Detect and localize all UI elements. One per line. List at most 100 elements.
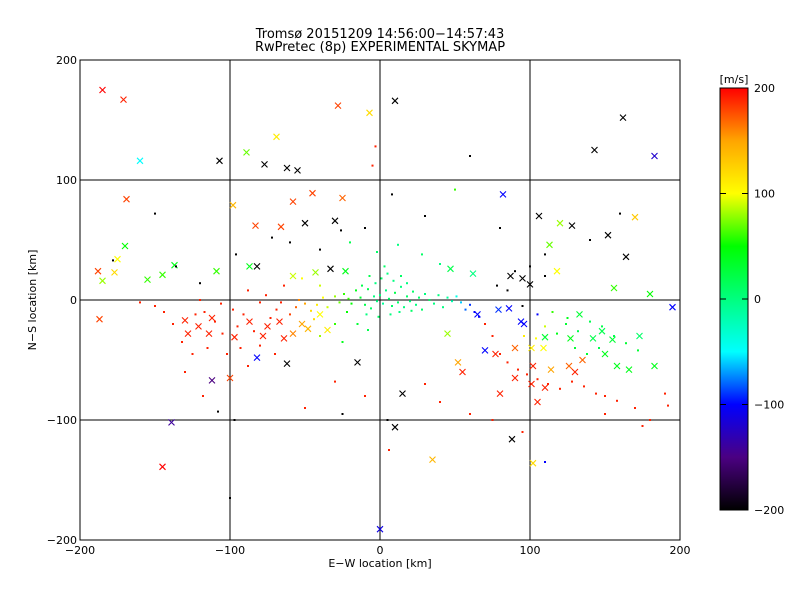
data-point-cross xyxy=(534,398,541,406)
data-point-cross xyxy=(246,318,253,325)
data-point-cross xyxy=(298,320,306,328)
data-point-cross xyxy=(312,269,319,276)
y-tick-label: 200 xyxy=(56,54,77,67)
data-point-dot xyxy=(484,323,486,325)
data-point-dot xyxy=(341,413,344,415)
data-point-cross xyxy=(610,284,618,292)
data-point-dot xyxy=(382,302,384,305)
data-point-dot xyxy=(359,296,362,299)
data-point-dot xyxy=(523,335,525,337)
data-point-cross xyxy=(541,333,549,341)
data-point-dot xyxy=(350,302,353,305)
data-point-cross xyxy=(264,323,271,330)
data-point-cross xyxy=(469,270,477,277)
data-point-dot xyxy=(469,155,471,157)
data-point-dot xyxy=(601,325,603,328)
data-point-cross xyxy=(528,380,535,388)
data-point-dot xyxy=(595,392,597,395)
data-point-cross xyxy=(444,330,451,337)
x-axis-label: E−W location [km] xyxy=(328,557,431,570)
data-point-dot xyxy=(334,295,336,298)
data-point-cross xyxy=(114,255,121,263)
data-point-cross xyxy=(334,102,342,109)
data-point-dot xyxy=(239,347,242,349)
colorbar-label: [m/s] xyxy=(720,73,749,86)
y-axis-ticks: −200 −100 0 100 200 xyxy=(47,54,680,547)
data-point-dot xyxy=(322,296,324,299)
data-point-dot xyxy=(649,419,651,421)
data-point-cross xyxy=(99,277,106,285)
data-point-cross xyxy=(354,359,361,366)
data-point-cross xyxy=(492,350,499,358)
data-point-dot xyxy=(380,277,383,280)
data-point-dot xyxy=(469,303,471,306)
data-point-cross xyxy=(252,222,259,229)
data-point-cross xyxy=(289,330,297,337)
data-point-dot xyxy=(446,296,449,299)
data-point-cross xyxy=(528,344,535,352)
data-point-dot xyxy=(346,311,348,313)
data-point-cross xyxy=(208,377,216,384)
data-point-dot xyxy=(455,295,458,298)
data-point-dot xyxy=(391,305,393,307)
data-point-dot xyxy=(191,353,194,355)
data-point-cross xyxy=(231,333,238,341)
data-point-cross xyxy=(168,419,175,426)
data-point-dot xyxy=(364,303,366,306)
data-point-cross xyxy=(216,157,223,165)
data-point-dot xyxy=(634,407,636,409)
data-point-cross xyxy=(391,97,399,105)
y-tick-label: 100 xyxy=(56,174,77,187)
data-point-dot xyxy=(421,253,423,256)
data-point-cross xyxy=(519,275,526,282)
data-point-dot xyxy=(469,413,471,415)
data-point-dot xyxy=(439,263,441,265)
data-point-cross xyxy=(613,362,621,370)
data-point-cross xyxy=(309,189,316,197)
data-point-dot xyxy=(154,305,156,307)
data-point-cross xyxy=(304,325,312,333)
data-point-cross xyxy=(520,320,528,328)
data-point-cross xyxy=(565,362,573,370)
data-point-dot xyxy=(403,306,405,309)
data-point-cross xyxy=(277,223,285,231)
data-point-dot xyxy=(298,299,300,301)
data-point-cross xyxy=(96,315,103,323)
data-point-cross xyxy=(195,323,202,330)
data-point-cross xyxy=(243,149,250,156)
data-point-cross xyxy=(631,213,639,221)
data-point-cross xyxy=(499,191,507,198)
data-point-cross xyxy=(609,336,616,343)
data-point-cross xyxy=(454,359,462,366)
data-point-dot xyxy=(604,413,606,415)
y-tick-label: 0 xyxy=(70,294,77,307)
data-point-dot xyxy=(355,289,357,292)
data-point-dot xyxy=(424,215,426,217)
y-tick-label: −200 xyxy=(47,534,77,547)
data-point-dot xyxy=(367,329,369,331)
data-point-dot xyxy=(338,301,341,304)
data-point-dot xyxy=(376,300,378,303)
data-point-dot xyxy=(229,497,231,499)
data-point-cross xyxy=(301,219,309,227)
data-point-dot xyxy=(394,291,396,294)
data-point-cross xyxy=(601,350,609,358)
data-point-dot xyxy=(439,401,441,403)
data-point-cross xyxy=(553,267,561,275)
data-point-cross xyxy=(591,146,598,154)
data-point-cross xyxy=(622,253,630,261)
colorbar-tick-label: 0 xyxy=(754,293,761,306)
data-point-cross xyxy=(651,152,658,160)
data-point-cross xyxy=(511,374,519,382)
data-point-dot xyxy=(400,275,402,277)
data-point-dot xyxy=(491,335,494,337)
data-point-dot xyxy=(379,294,381,297)
data-points xyxy=(94,86,676,533)
data-point-cross xyxy=(120,96,127,103)
data-point-dot xyxy=(454,188,456,191)
data-point-cross xyxy=(280,335,288,342)
colorbar-ticks: 200 100 0 −100 −200 xyxy=(720,82,784,517)
data-point-dot xyxy=(499,227,501,229)
data-point-dot xyxy=(269,317,272,319)
x-tick-label: 200 xyxy=(670,544,691,557)
